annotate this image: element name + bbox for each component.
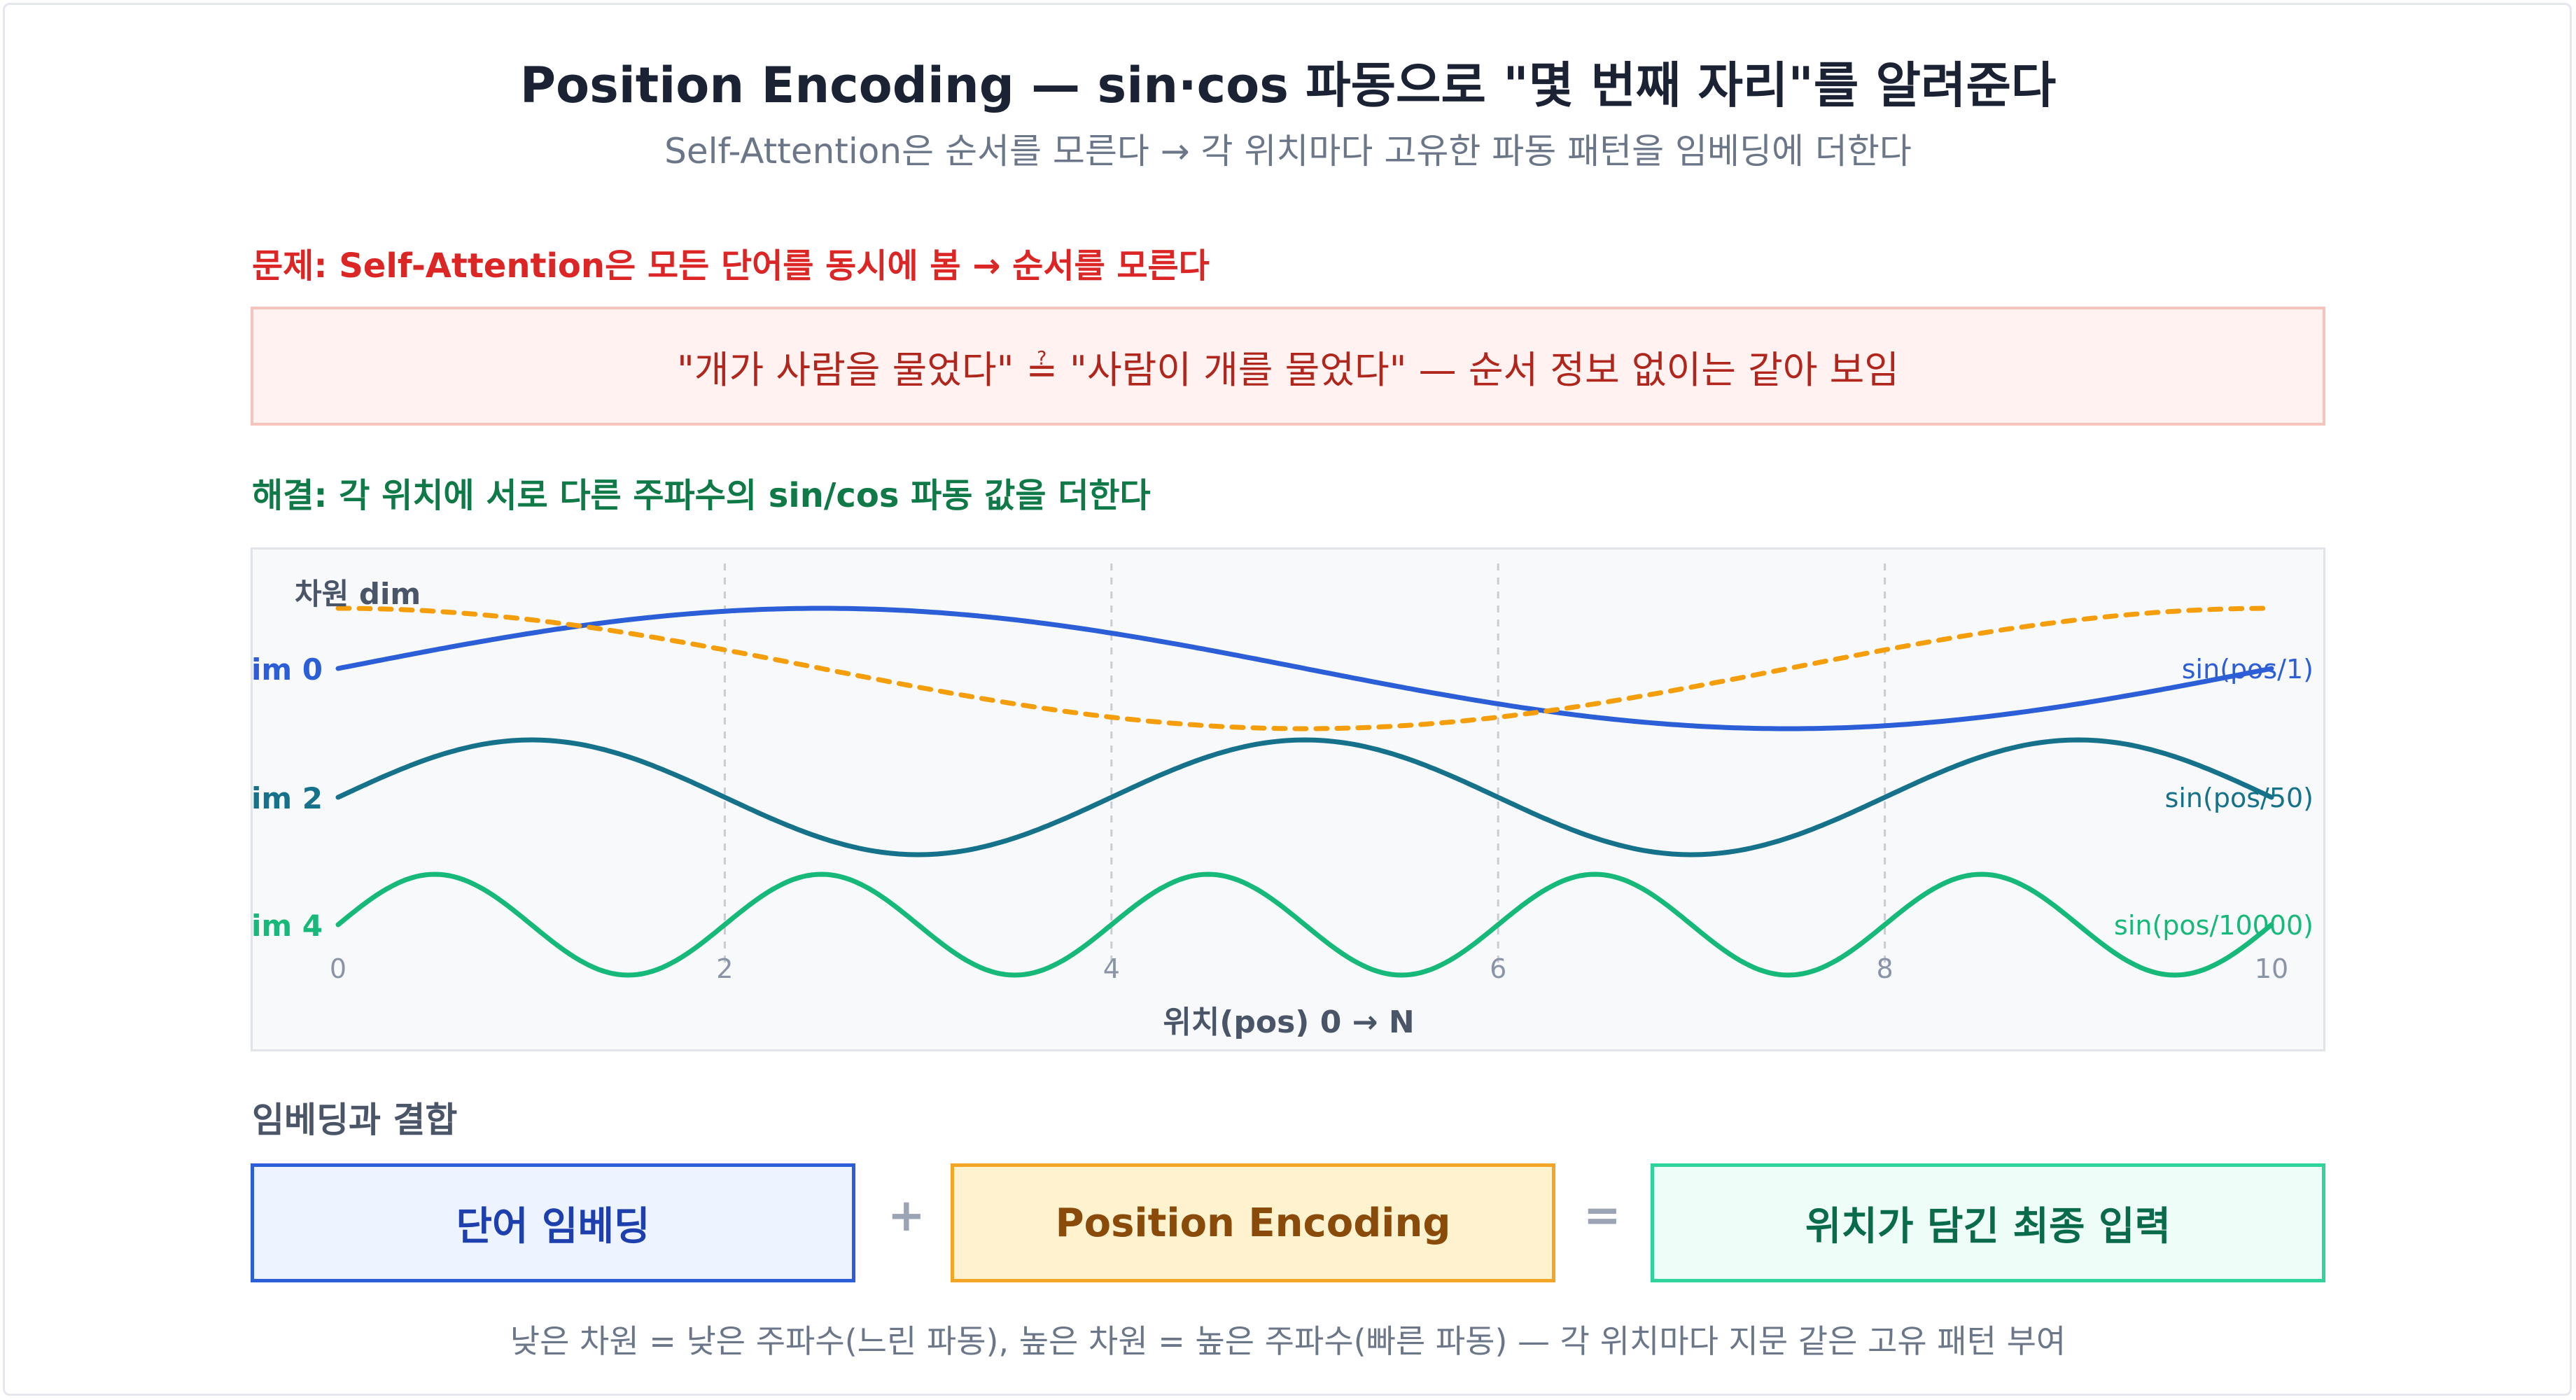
page-title: Position Encoding — sin·cos 파동으로 "몇 번째 자…: [519, 57, 2057, 114]
position-encoding-box: Position Encoding: [951, 1163, 1555, 1282]
series-name-label: dim 4: [253, 909, 323, 943]
y-axis-label: 차원 dim: [295, 577, 421, 611]
x-axis-label: 위치(pos) 0 → N: [1163, 1004, 1414, 1040]
series-line-3: [335, 872, 2274, 978]
problem-text: "개가 사람을 물었다" ≟ "사람이 개를 물었다" — 순서 정보 없이는 …: [677, 347, 1899, 392]
footer-note: 낮은 차원 = 낮은 주파수(느린 파동), 높은 차원 = 높은 주파수(빠른…: [510, 1322, 2066, 1360]
problem-label: 문제: Self-Attention은 모든 단어를 동시에 봄 → 순서를 모…: [252, 246, 1210, 286]
word-embedding-label: 단어 임베딩: [456, 1203, 650, 1250]
combine-label: 임베딩과 결합: [252, 1100, 458, 1140]
solution-label: 해결: 각 위치에 서로 다른 주파수의 sin/cos 파동 값을 더한다: [252, 476, 1151, 515]
series-line-2: [335, 737, 2274, 858]
series-name-label: dim 0: [253, 652, 323, 687]
word-embedding-box: 단어 임베딩: [251, 1163, 855, 1282]
plus-operator: +: [888, 1190, 925, 1242]
x-tick-label: 4: [1103, 953, 1120, 984]
series-line-0: [335, 606, 2274, 732]
x-tick-label: 10: [2255, 953, 2288, 984]
wave-chart-panel: 0 2 4 6 8 10 차원 dim 위치(pos) 0 → N dim 0 sin(pos/1…: [251, 547, 2325, 1051]
x-tick-label: 6: [1490, 953, 1506, 984]
page-subtitle: Self-Attention은 순서를 모른다 → 각 위치마다 고유한 파동 …: [664, 131, 1912, 172]
series-formula-label: sin(pos/50): [2165, 783, 2314, 813]
series-line-1: [335, 606, 2274, 732]
problem-box: "개가 사람을 물었다" ≟ "사람이 개를 물었다" — 순서 정보 없이는 …: [251, 307, 2325, 426]
x-tick-label: 0: [330, 953, 346, 984]
final-input-box: 위치가 담긴 최종 입력: [1651, 1163, 2325, 1282]
x-tick-label: 8: [1877, 953, 1893, 984]
x-tick-label: 2: [716, 953, 733, 984]
series-formula-label: sin(pos/10000): [2114, 910, 2314, 941]
wave-chart: 0 2 4 6 8 10 차원 dim 위치(pos) 0 → N dim 0 sin(pos/1…: [253, 564, 2314, 1040]
final-input-label: 위치가 담긴 최종 입력: [1805, 1203, 2171, 1250]
series-formula-label: sin(pos/1): [2182, 654, 2314, 685]
series-name-label: dim 2: [253, 781, 323, 816]
page-frame: [3, 3, 2572, 1396]
equals-operator: =: [1583, 1190, 1621, 1242]
position-encoding-label: Position Encoding: [1055, 1200, 1451, 1246]
